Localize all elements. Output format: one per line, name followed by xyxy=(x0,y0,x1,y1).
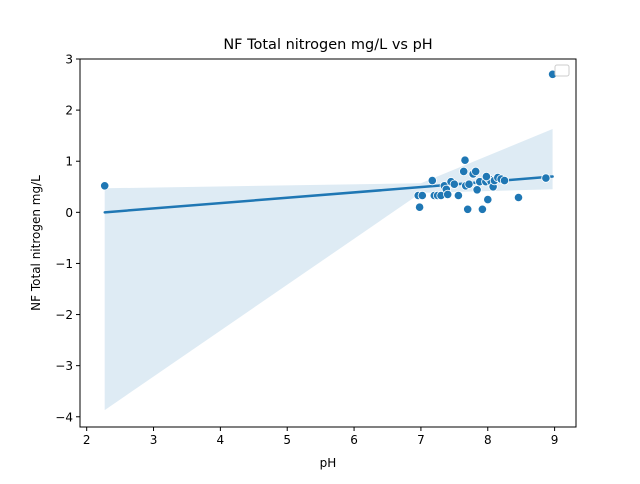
data-point xyxy=(472,185,482,195)
data-point xyxy=(417,190,427,201)
x-tick-label: 4 xyxy=(217,433,225,447)
data-point xyxy=(477,204,487,214)
y-tick-label: 1 xyxy=(65,155,73,169)
y-tick-label: −4 xyxy=(55,410,73,424)
data-point xyxy=(100,181,110,191)
data-point xyxy=(443,189,453,199)
x-tick-label: 5 xyxy=(283,433,291,447)
y-tick-label: −2 xyxy=(55,308,73,322)
confidence-band xyxy=(104,129,553,411)
y-tick-label: 2 xyxy=(65,104,73,118)
data-point xyxy=(513,192,524,203)
data-point xyxy=(463,204,473,214)
data-point xyxy=(453,190,463,201)
x-tick-label: 3 xyxy=(150,433,158,447)
data-point xyxy=(541,173,551,183)
y-tick-label: 3 xyxy=(65,53,73,67)
data-point xyxy=(464,179,474,189)
data-point xyxy=(427,176,437,186)
data-point xyxy=(481,172,491,182)
chart-title: NF Total nitrogen mg/L vs pH xyxy=(223,37,432,53)
x-tick-label: 2 xyxy=(83,433,91,447)
x-tick-label: 8 xyxy=(484,433,492,447)
data-point xyxy=(414,202,425,212)
axes-frame xyxy=(79,58,577,428)
data-point xyxy=(471,166,481,176)
data-point xyxy=(499,176,510,186)
x-tick-label: 9 xyxy=(551,433,559,447)
y-tick-label: −1 xyxy=(55,257,73,271)
data-point xyxy=(460,155,470,165)
data-point xyxy=(449,179,459,189)
x-tick-label: 7 xyxy=(417,433,425,447)
data-point xyxy=(483,195,493,205)
plot-area: 2 3 4 5 6 7 8 9 −4 −3 −2 −1 0 1 2 3 xyxy=(55,53,577,447)
y-axis-label: NF Total nitrogen mg/L xyxy=(29,175,43,311)
data-point xyxy=(459,166,469,176)
y-tick-label: −3 xyxy=(55,359,73,373)
x-axis-label: pH xyxy=(320,456,337,470)
x-tick-label: 6 xyxy=(350,433,358,447)
legend-box xyxy=(554,64,570,77)
y-tick-label: 0 xyxy=(65,206,73,220)
